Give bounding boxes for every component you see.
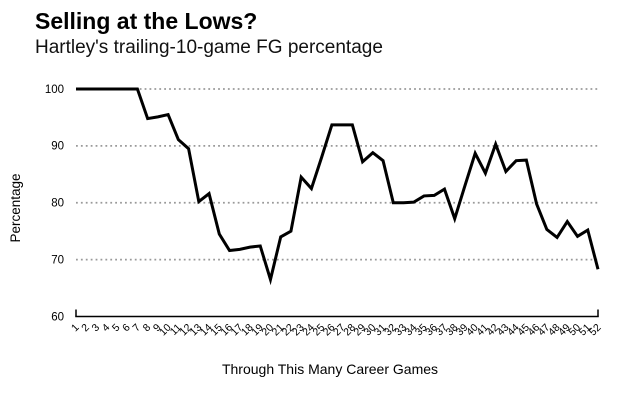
x-tick-label: 7 — [130, 322, 143, 335]
y-tick-label: 80 — [51, 198, 64, 210]
chart-subtitle: Hartley's trailing-10-game FG percentage — [35, 37, 383, 58]
chart-title: Selling at the Lows? — [35, 8, 258, 34]
x-tick-label: 2 — [79, 322, 92, 335]
x-tick-label: 5 — [110, 322, 123, 335]
x-tick-label: 6 — [120, 322, 133, 335]
x-tick-label: 1 — [69, 322, 82, 335]
x-tick-label: 4 — [100, 322, 113, 335]
y-tick-label: 60 — [51, 311, 64, 323]
y-tick-label: 90 — [51, 141, 64, 153]
x-tick-label: 3 — [89, 322, 102, 335]
y-axis-title: Percentage — [8, 173, 23, 242]
y-tick-label: 70 — [51, 254, 64, 266]
x-axis-title: Through This Many Career Games — [222, 361, 438, 377]
data-line — [76, 87, 600, 286]
x-tick-label: 52 — [587, 322, 604, 339]
y-tick-label: 100 — [45, 84, 64, 96]
x-tick-label: 8 — [141, 322, 154, 335]
